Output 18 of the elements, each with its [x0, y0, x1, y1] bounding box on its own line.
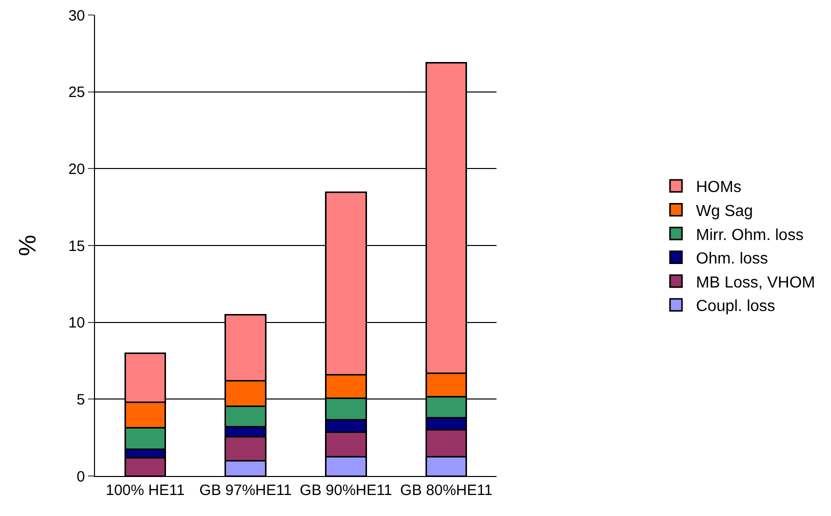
x-tick-label: 100% HE11: [106, 482, 185, 499]
y-tick-label: 25: [68, 84, 85, 102]
y-tick-label: 0: [76, 468, 85, 486]
y-tick-label: 5: [76, 391, 85, 408]
y-axis-title: %: [14, 234, 42, 256]
y-tick-label: 30: [68, 7, 85, 24]
y-tick-label: 15: [68, 238, 85, 255]
legend-label: Mirr. Ohm. loss: [696, 226, 804, 244]
legend-label: Coupl. loss: [696, 298, 776, 316]
legend-label: Ohm. loss: [696, 250, 768, 268]
legend-label: MB Loss, VHOM: [696, 274, 816, 292]
x-tick-label: GB 90%HE11: [300, 482, 392, 499]
x-tick-label: GB 80%HE11: [400, 482, 492, 499]
y-tick-label: 20: [68, 160, 85, 178]
legend-label: Wg Sag: [696, 202, 753, 220]
y-tick-label: 10: [68, 314, 85, 332]
legend-label: HOMs: [696, 179, 742, 196]
x-tick-label: GB 97%HE11: [199, 482, 292, 499]
